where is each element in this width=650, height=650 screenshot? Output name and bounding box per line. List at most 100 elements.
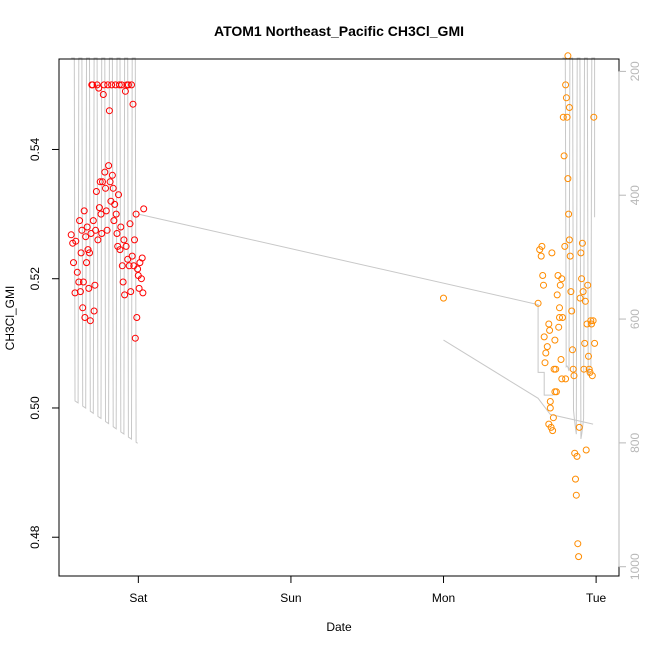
data-point [588,372,596,380]
data-point [92,226,100,234]
data-point [558,375,566,383]
data-point [112,210,120,218]
plot-frame [58,58,620,577]
data-point [564,52,572,60]
data-point [579,288,587,296]
data-point [585,352,592,360]
data-point [538,242,546,250]
data-point [574,540,582,548]
data-point [102,207,110,215]
data-point [77,249,85,257]
data-point [109,184,117,192]
data-point [81,314,89,321]
data-point [565,104,573,111]
data-point [78,226,86,234]
data-point [140,205,148,213]
data-point [104,81,112,89]
data-point [569,365,577,373]
data-point [565,210,573,218]
data-point [76,288,84,296]
data-point [138,254,146,262]
data-point [79,304,87,312]
data-point [76,217,84,225]
data-point [540,281,547,289]
data-point [67,231,75,239]
data-point [105,162,113,170]
data-point [546,398,554,405]
data-point [549,427,557,435]
data-point [86,317,94,325]
data-point [127,288,135,296]
data-point [82,233,90,241]
data-point [70,259,77,267]
data-point [99,91,107,98]
secondary-y-tick-label: 1000 [628,553,642,580]
data-point [556,314,563,321]
data-point [105,107,113,115]
data-point [126,220,134,228]
data-point [119,278,127,286]
data-point [564,175,572,183]
data-point [545,320,553,328]
data-point [72,237,80,245]
data-point [572,491,580,499]
data-point [549,414,557,422]
data-point [440,294,447,302]
data-point [589,317,597,325]
secondary-y-axis: 200 400 600 800 1000 [618,61,642,580]
data-point [116,246,124,254]
pressure-trace-transit [138,213,554,396]
data-point [552,365,560,373]
data-point [577,249,585,257]
data-point [103,226,111,234]
data-point [569,346,576,354]
pressure-trace-return [443,339,594,425]
data-point [560,152,568,160]
x-axis-label: Date [326,620,352,634]
data-point [91,281,99,289]
data-point [73,268,81,276]
data-point [132,210,140,218]
x-tick-label: Mon [432,591,455,605]
data-point [89,217,97,225]
data-point [89,81,97,89]
x-axis: Sat Sun Mon Tue [129,575,607,605]
data-point [102,184,109,192]
data-point [85,284,93,292]
data-point [108,171,116,179]
y-tick-label: 0.54 [28,137,42,161]
data-point [546,404,554,412]
data-point [562,375,570,383]
data-point [587,317,595,325]
data-point [567,288,575,296]
data-point [541,359,549,367]
data-point [121,87,129,95]
data-point [133,314,141,321]
data-point [75,278,83,286]
secondary-y-tick-label: 800 [628,433,642,453]
data-point [120,236,128,244]
data-point [584,281,592,289]
pressure-trace-flight1 [71,57,138,444]
data-point [581,339,589,347]
data-point [562,94,570,102]
data-point [581,297,589,305]
y-tick-label: 0.50 [28,396,42,420]
data-point [131,236,138,244]
data-point [90,307,98,315]
data-point [555,323,563,331]
secondary-y-tick-label: 600 [628,309,642,329]
data-point [128,252,136,260]
data-point [134,265,142,273]
data-point [125,262,133,270]
data-point [98,230,106,237]
chart-title: ATOM1 Northeast_Pacific CH3Cl_GMI [214,23,464,39]
data-point [540,333,548,341]
data-point [573,452,581,460]
data-point [95,84,103,92]
data-point [121,291,129,299]
data-point [542,349,550,357]
data-point [135,284,143,292]
data-point [124,255,132,263]
data-point [92,188,100,195]
